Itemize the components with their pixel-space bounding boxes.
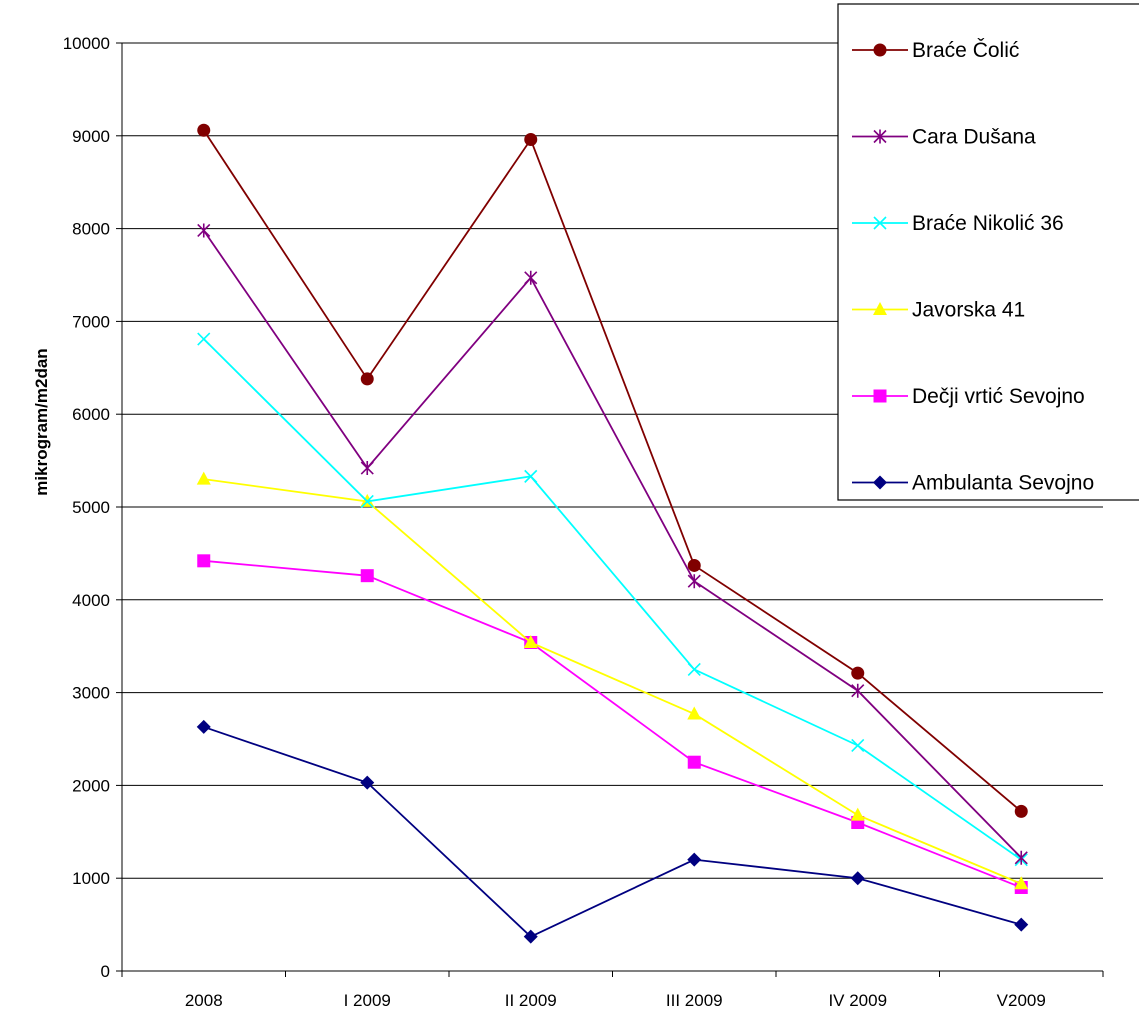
legend: Braće Čolić Cara Dušana Braće Nikolić 36 Ja… xyxy=(837,3,1139,501)
series-line xyxy=(202,129,1022,813)
series-group xyxy=(196,123,1029,944)
data-point xyxy=(197,123,211,137)
legend-item: Javorska 41 xyxy=(852,299,1025,322)
series-group-item xyxy=(196,471,1029,890)
legend-label: Ambulanta Sevojno xyxy=(912,472,1094,495)
data-point xyxy=(360,494,374,508)
legend-box xyxy=(837,3,1139,501)
data-point xyxy=(1014,876,1029,890)
legend-marker xyxy=(873,475,887,490)
legend-marker xyxy=(873,389,887,403)
y-tick-label: 10000 xyxy=(63,34,110,53)
legend-label: Braće Nikolić 36 xyxy=(912,212,1064,235)
x-tick-label: V2009 xyxy=(997,991,1046,1010)
data-point xyxy=(524,133,538,147)
legend-label: Braće Čolić xyxy=(912,39,1019,62)
y-tick-label: 6000 xyxy=(72,405,110,424)
series-group-item xyxy=(197,554,1028,894)
data-point xyxy=(360,461,374,476)
y-axis-title: mikrogram/m2dan xyxy=(32,348,51,495)
data-point xyxy=(197,223,211,238)
data-point xyxy=(1014,850,1028,865)
y-tick-label: 5000 xyxy=(72,498,110,517)
series-line xyxy=(203,478,1022,885)
data-point xyxy=(1014,917,1029,932)
data-point xyxy=(850,807,865,821)
series-line xyxy=(203,726,1022,938)
data-point xyxy=(524,270,538,285)
series-line xyxy=(203,229,1022,859)
y-tick-label: 0 xyxy=(101,962,110,981)
data-point xyxy=(360,569,374,583)
legend-item: Braće Nikolić 36 xyxy=(852,212,1064,235)
data-point xyxy=(687,755,701,769)
y-tick-labels: 0 1000 2000 3000 4000 5000 6000 7000 8000 9000 100… xyxy=(63,34,110,981)
data-point xyxy=(850,871,865,886)
data-point xyxy=(196,719,211,734)
series-group-item xyxy=(196,719,1029,944)
data-point xyxy=(687,706,702,720)
data-point xyxy=(1014,804,1028,818)
axes xyxy=(116,42,1104,977)
data-point xyxy=(687,574,701,589)
data-point xyxy=(851,738,865,753)
series-line xyxy=(203,338,1022,861)
legend-item: Dečji vrtić Sevojno xyxy=(852,385,1085,408)
data-point xyxy=(851,683,865,698)
data-point xyxy=(524,469,538,483)
data-point xyxy=(687,558,701,572)
data-point xyxy=(687,662,701,676)
series-line xyxy=(203,559,1022,889)
x-tick-labels: 2008 I 2009 II 2009 III 2009 IV 2009 V2009 xyxy=(185,991,1046,1010)
legend-label: Dečji vrtić Sevojno xyxy=(912,385,1085,408)
x-tick-label: IV 2009 xyxy=(828,991,887,1010)
series-group-item xyxy=(197,123,1028,818)
y-tick-label: 4000 xyxy=(72,591,110,610)
y-tick-label: 1000 xyxy=(72,869,110,888)
y-tick-label: 2000 xyxy=(72,776,110,795)
data-point xyxy=(196,471,211,485)
data-point xyxy=(687,852,702,867)
x-tick-label: II 2009 xyxy=(505,991,557,1010)
legend-marker xyxy=(873,302,887,315)
legend-label: Javorska 41 xyxy=(912,299,1025,322)
legend-marker xyxy=(873,216,887,230)
series-group-item xyxy=(197,332,1028,867)
series-group-item xyxy=(197,223,1028,865)
data-point xyxy=(360,372,374,386)
x-tick-label: I 2009 xyxy=(344,991,391,1010)
data-point xyxy=(360,775,375,790)
legend-marker xyxy=(873,129,887,144)
y-tick-label: 3000 xyxy=(72,684,110,703)
data-point xyxy=(523,634,538,648)
legend-item: Cara Dušana xyxy=(852,126,1036,149)
legend-item: Braće Čolić xyxy=(852,39,1019,62)
legend-label: Cara Dušana xyxy=(912,126,1036,149)
y-tick-label: 8000 xyxy=(72,220,110,239)
data-point xyxy=(197,332,211,346)
y-tick-label: 9000 xyxy=(72,127,110,146)
y-tick-label: 7000 xyxy=(72,312,110,331)
x-tick-label: 2008 xyxy=(185,991,223,1010)
legend-marker xyxy=(873,43,887,57)
legend-item: Ambulanta Sevojno xyxy=(852,472,1094,495)
data-point xyxy=(197,554,211,568)
data-point xyxy=(851,666,865,680)
data-point xyxy=(523,929,538,944)
x-tick-label: III 2009 xyxy=(666,991,723,1010)
